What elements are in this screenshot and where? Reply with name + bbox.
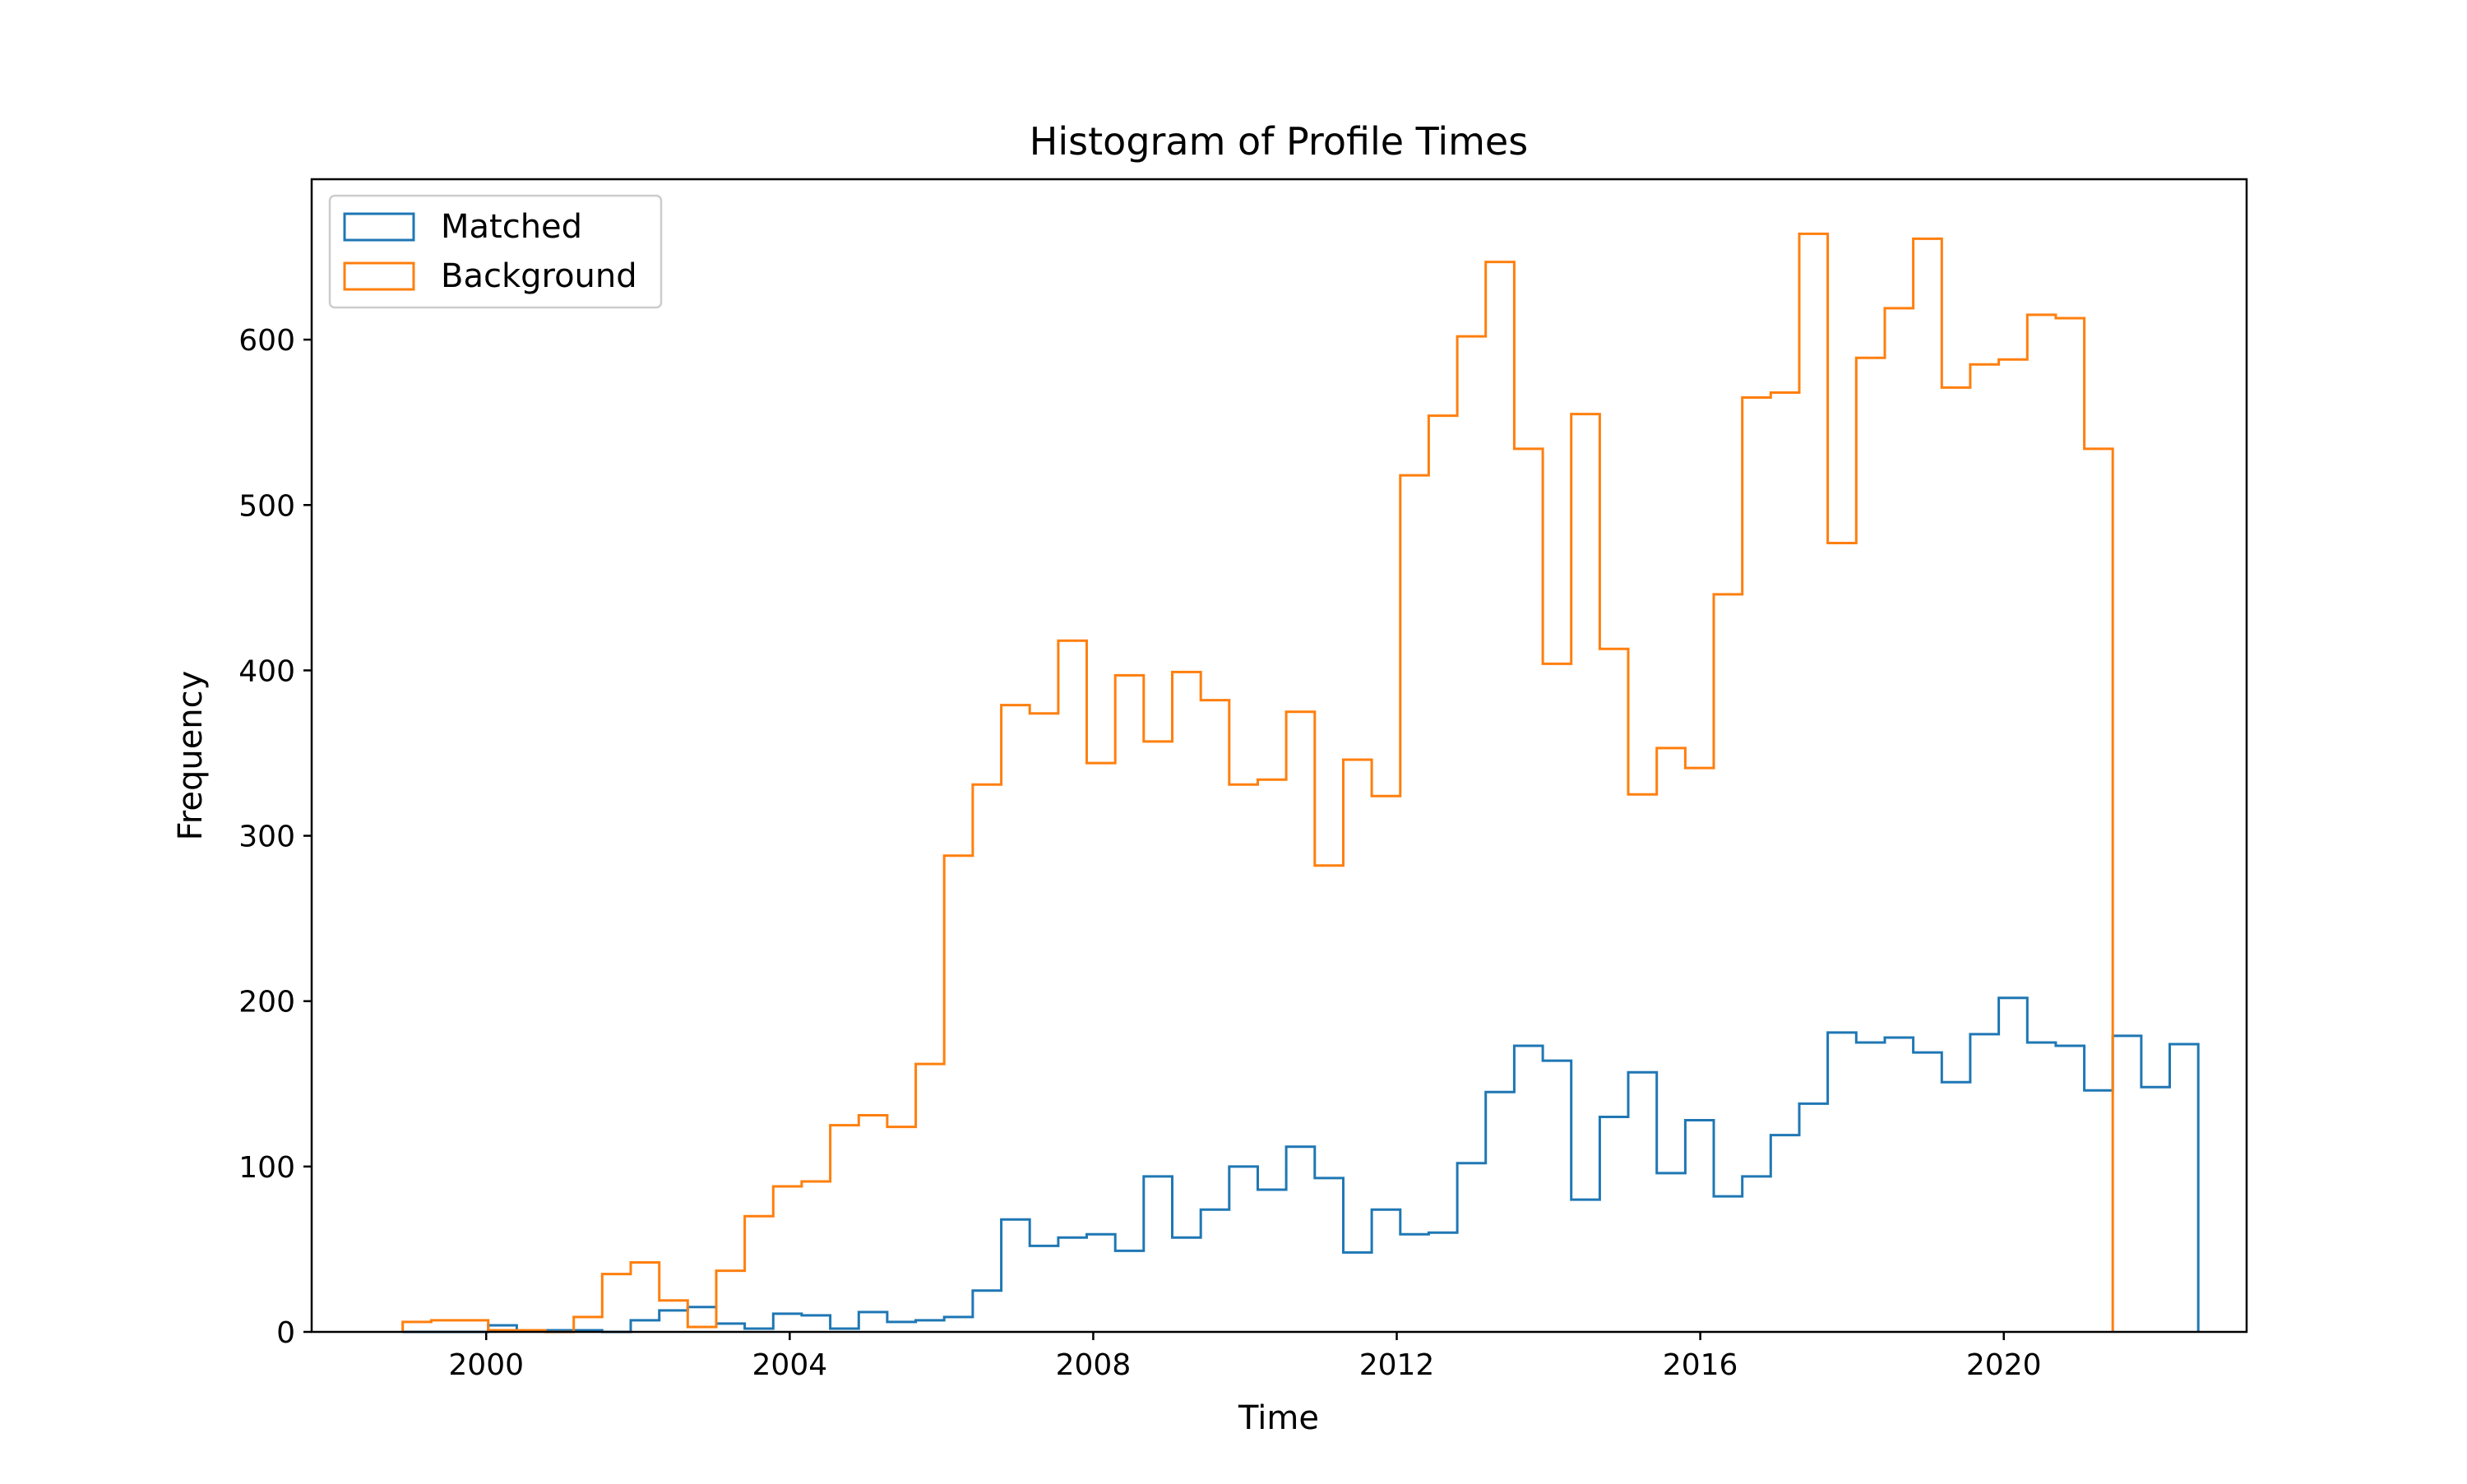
bin-background-17 [887, 1127, 916, 1332]
bin-background-45 [1685, 768, 1714, 1332]
plot-frame [310, 178, 2248, 1334]
bin-matched-60 [2113, 1036, 2141, 1332]
x-tick-label: 2000 [448, 1348, 524, 1382]
bin-background-53 [1914, 238, 1942, 1332]
y-tick-label: 400 [238, 654, 295, 688]
bin-background-39 [1514, 449, 1543, 1332]
bin-background-19 [944, 856, 973, 1332]
bin-background-40 [1543, 663, 1571, 1332]
y-tick-label: 200 [238, 986, 295, 1019]
legend-label-background: Background [441, 257, 637, 295]
bin-background-2 [460, 1320, 488, 1332]
legend: Matched Background [328, 194, 663, 309]
bin-background-25 [1115, 675, 1144, 1332]
bin-background-1 [431, 1320, 460, 1332]
bin-background-15 [831, 1126, 859, 1332]
bin-background-27 [1173, 672, 1201, 1332]
bin-background-58 [2056, 318, 2085, 1332]
y-tick-label: 500 [238, 489, 295, 523]
series-background-outline [401, 232, 2114, 1334]
bin-background-49 [1799, 233, 1828, 1332]
bin-background-30 [1258, 779, 1287, 1332]
y-tick-label: 300 [238, 821, 295, 854]
bin-background-0 [403, 1322, 432, 1332]
y-tick-label: 100 [238, 1151, 295, 1185]
bin-background-21 [1002, 705, 1030, 1332]
x-tick-label: 2012 [1359, 1348, 1435, 1382]
bin-background-50 [1828, 543, 1857, 1333]
x-axis-label: Time [1238, 1399, 1319, 1437]
y-axis-label: Frequency [172, 671, 210, 841]
bin-background-42 [1599, 649, 1628, 1332]
bin-background-16 [859, 1116, 887, 1333]
bin-background-33 [1344, 760, 1372, 1332]
legend-swatch-matched [343, 212, 415, 242]
bin-background-57 [2027, 315, 2056, 1332]
bin-background-24 [1087, 763, 1116, 1332]
bin-background-48 [1770, 393, 1799, 1333]
bin-background-46 [1714, 594, 1743, 1332]
y-tick-label: 0 [276, 1316, 295, 1350]
bin-background-38 [1486, 262, 1515, 1332]
bin-background-41 [1571, 414, 1600, 1332]
bin-background-59 [2085, 449, 2113, 1332]
bin-background-12 [745, 1216, 774, 1332]
chart-title: Histogram of Profile Times [1030, 119, 1528, 164]
bin-background-9 [660, 1301, 688, 1332]
bin-background-52 [1885, 308, 1914, 1332]
bin-background-14 [802, 1181, 831, 1332]
bin-background-13 [773, 1186, 802, 1332]
bin-background-26 [1144, 742, 1173, 1332]
x-tick-label: 2008 [1056, 1348, 1132, 1382]
x-tick-label: 2020 [1966, 1348, 2042, 1382]
bin-background-20 [973, 784, 1002, 1332]
bin-background-56 [1999, 359, 2028, 1332]
bin-matched-62 [2170, 1044, 2199, 1332]
bin-background-32 [1315, 866, 1344, 1332]
y-tick-label: 600 [238, 324, 295, 358]
bin-background-28 [1201, 700, 1229, 1332]
bin-background-47 [1743, 398, 1771, 1333]
bin-background-11 [716, 1271, 745, 1332]
bin-background-43 [1628, 794, 1657, 1332]
x-tick-label: 2004 [752, 1348, 828, 1382]
bin-background-8 [631, 1263, 660, 1333]
bin-background-34 [1372, 796, 1400, 1332]
legend-label-matched: Matched [441, 208, 582, 246]
bin-background-55 [1970, 364, 1999, 1332]
bin-background-44 [1657, 748, 1686, 1332]
bin-background-51 [1856, 358, 1885, 1332]
bin-background-31 [1286, 712, 1315, 1332]
bin-background-29 [1229, 784, 1258, 1332]
bin-background-7 [602, 1274, 631, 1332]
bin-background-22 [1030, 714, 1058, 1332]
bin-background-37 [1457, 336, 1486, 1332]
bin-matched-61 [2141, 1087, 2170, 1332]
series-matched-outline [402, 996, 2200, 1334]
legend-swatch-background [343, 261, 415, 291]
bin-background-35 [1400, 475, 1429, 1332]
x-tick-label: 2016 [1663, 1348, 1738, 1382]
bin-background-36 [1428, 416, 1457, 1332]
bin-background-23 [1058, 640, 1087, 1332]
bin-background-6 [574, 1317, 603, 1332]
bin-background-18 [916, 1064, 945, 1332]
bin-background-54 [1942, 387, 1970, 1332]
